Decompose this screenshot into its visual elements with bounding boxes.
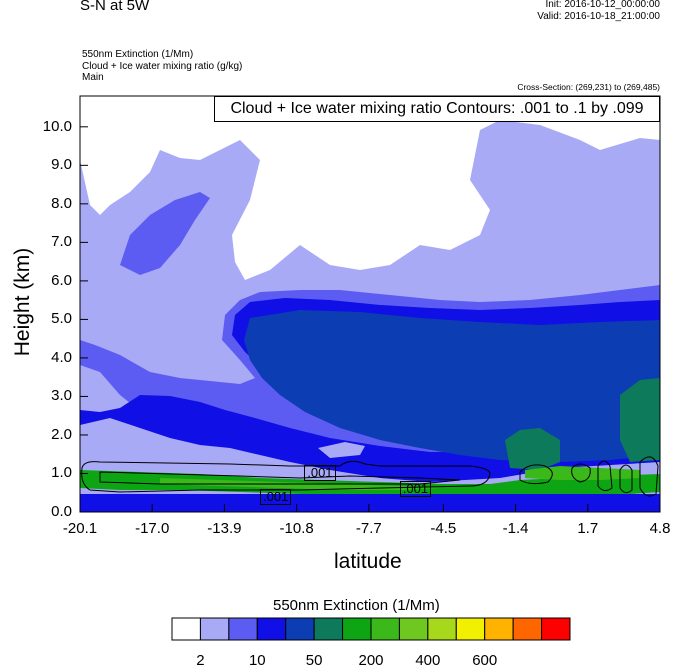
colorbar-swatch [370,617,400,641]
colorbar-swatch [256,617,287,641]
y-tick-label: 6.0 [51,271,72,289]
colorbar-swatch [398,617,429,641]
field-white-top [80,96,660,280]
y-tick-label: 4.0 [51,348,72,366]
contour-label: .001 [259,488,292,505]
colorbar-tick-label: 600 [472,652,498,669]
x-tick-label: -1.4 [502,520,529,537]
field-surface-blue [80,494,660,512]
y-tick-label: 10.0 [42,117,72,135]
y-tick-label: 8.0 [51,194,72,212]
contour-label: .001 [304,465,336,482]
colorbar-tick-label: 2 [196,652,205,669]
y-tick-label: 2.0 [51,425,72,443]
colorbar-swatch [171,617,201,641]
colorbar-swatch [285,617,315,641]
colorbar-tick-label: 10 [248,652,266,669]
field-lavender-pocket [318,442,365,458]
colorbar-swatch [228,617,258,641]
field-teal-right [620,378,660,462]
x-tick-label: -17.0 [135,520,170,537]
colorbar [171,617,571,641]
contour-right-5 [639,456,659,497]
colorbar-swatch [541,617,571,641]
x-tick-label: -20.1 [62,520,98,537]
x-tick-label: -13.9 [207,520,242,537]
field-info: 550nm Extinction (1/Mm) Cloud + Ice wate… [82,49,242,84]
field-teal-mid [505,428,560,470]
field-line-1: 550nm Extinction (1/Mm) [82,49,194,60]
colorbar-swatch [199,617,230,641]
colorbar-swatch [313,617,344,641]
field-white-patch [315,170,360,215]
x-tick-label: 1.7 [577,520,599,537]
axis-ticks [79,126,661,513]
field-line-2: Cloud + Ice water mixing ratio (g/kg) [82,60,243,72]
colorbar-title: 550nm Extinction (1/Mm) [273,597,440,614]
y-tick-label: 1.0 [51,464,72,482]
contour-inner [99,471,461,485]
init-time: Init: 2016-10-12_00:00:00 [545,0,660,10]
colorbar-tick-label: 200 [358,652,384,669]
colorbar-tick-label: 400 [415,652,441,669]
colorbar-swatch [342,617,372,641]
field-navy [244,310,660,462]
y-tick-label: 9.0 [51,156,72,174]
extinction-field [80,96,660,512]
cross-section-info: Cross-Section: (269,231) to (269,485) [517,82,660,92]
colorbar-swatch [455,617,486,641]
field-line-3: Main [82,72,104,83]
y-tick-label: 3.0 [51,387,72,405]
contour-right-3 [597,460,613,492]
x-tick-label: -10.8 [279,520,314,537]
colorbar-swatch [512,617,543,641]
x-tick-label: 4.8 [649,520,671,537]
x-tick-label: -4.5 [430,520,457,537]
y-tick-label: 0.0 [51,503,72,520]
time-info: Init: 2016-10-12_00:00:00 Valid: 2016-10… [537,0,660,23]
plot-title: S-N at 5W [80,0,150,14]
contour-label: .001 [399,480,432,497]
contour-lines [81,456,659,497]
x-axis-label: latitude [334,550,402,573]
contour-legend: Cloud + Ice water mixing ratio Contours:… [214,96,660,122]
contour-right-4 [619,464,633,494]
colorbar-tick-label: 50 [305,652,323,669]
contour-right-2 [571,463,591,483]
valid-time: Valid: 2016-10-18_21:00:00 [537,11,660,22]
colorbar-swatch [484,617,514,641]
y-tick-label: 7.0 [51,233,72,251]
colorbar-swatch [427,617,457,641]
contour-main [81,460,491,493]
contour-right-1 [519,464,553,485]
field-blue-wisp [120,192,210,275]
y-tick-label: 5.0 [51,310,72,328]
x-tick-label: -7.7 [355,520,382,537]
y-axis-label: Height (km) [11,247,34,357]
